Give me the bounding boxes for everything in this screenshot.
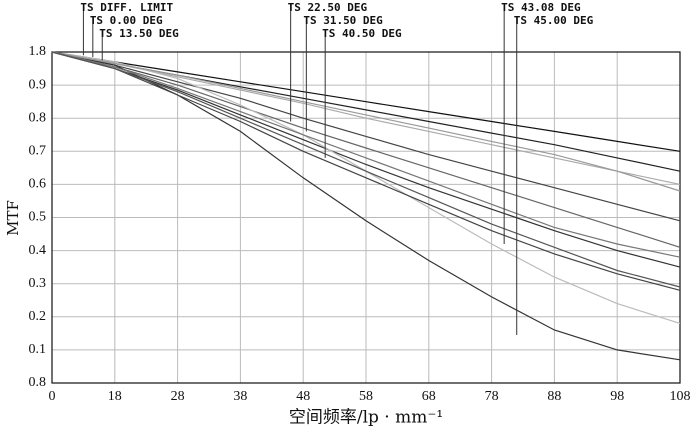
y-axis-label: MTF (4, 200, 22, 236)
y-tick-label: 0.8 (29, 375, 47, 390)
mtf-curve (51, 51, 681, 361)
x-tick-label: 48 (296, 389, 310, 404)
mtf-curve (51, 51, 681, 288)
legend-label: TS 22.50 DEG (288, 1, 368, 14)
x-tick-label: 58 (359, 389, 373, 404)
mtf-curve (51, 51, 681, 258)
x-tick-label: 68 (422, 389, 436, 404)
x-tick-label: 28 (171, 389, 185, 404)
plot-frame (51, 51, 681, 384)
x-tick-label: 98 (610, 389, 624, 404)
y-tick-label: 0.2 (29, 309, 47, 324)
legend-label: TS 43.08 DEG (501, 1, 581, 14)
mtf-curve (51, 51, 681, 268)
x-tick-label: 38 (233, 389, 247, 404)
y-tick-label: 0.4 (29, 243, 47, 258)
y-tick-label: 1.8 (29, 44, 47, 59)
y-tick-label: 0.8 (29, 110, 47, 125)
mtf-curve (51, 51, 681, 248)
x-tick-label: 18 (108, 389, 122, 404)
y-tick-label: 0.3 (29, 276, 47, 291)
x-tick-label: 108 (670, 389, 691, 404)
x-axis-label: 空间频率/lp · mm⁻¹ (289, 408, 443, 428)
mtf-curve (51, 51, 681, 192)
y-tick-label: 0.5 (29, 210, 47, 225)
x-tick-label: 0 (49, 389, 56, 404)
legend-label: TS 31.50 DEG (303, 14, 383, 27)
legend-label: TS 0.00 DEG (90, 14, 163, 27)
mtf-curve (51, 51, 681, 152)
y-tick-label: 0.9 (29, 77, 47, 92)
legend-label: TS 45.00 DEG (514, 14, 594, 27)
x-tick-label: 78 (485, 389, 499, 404)
legend-label: TS 13.50 DEG (99, 27, 179, 40)
y-tick-label: 0.7 (29, 144, 47, 159)
legend-label: TS DIFF. LIMIT (80, 1, 173, 14)
mtf-curve (51, 51, 681, 222)
y-tick-label: 0.6 (29, 177, 47, 192)
y-tick-label: 0.1 (29, 342, 47, 357)
x-tick-label: 88 (547, 389, 561, 404)
mtf-curve (51, 51, 681, 291)
legend-label: TS 40.50 DEG (322, 27, 402, 40)
